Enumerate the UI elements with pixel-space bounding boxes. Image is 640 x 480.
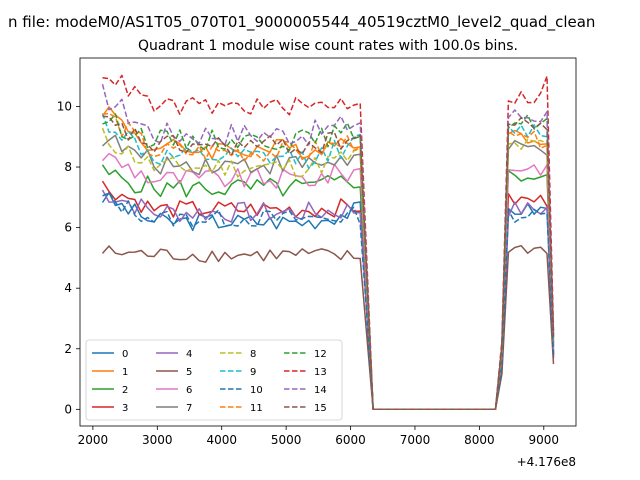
x-tick-label: 9000 [529,433,560,447]
x-tick-label: 6000 [335,433,366,447]
legend-label-9: 9 [250,367,256,378]
chart-title: Quadrant 1 module wise count rates with … [138,38,518,54]
x-tick-label: 5000 [271,433,302,447]
legend-label-13: 13 [314,367,327,378]
legend-label-15: 15 [314,403,327,414]
legend-label-6: 6 [186,385,192,396]
legend-label-2: 2 [122,385,128,396]
legend-frame [85,339,343,421]
series-line-15 [102,115,555,411]
legend-label-4: 4 [186,349,192,360]
y-tick-label: 6 [64,221,72,235]
figure-suptitle: n file: modeM0/AS1T05_070T01_9000005544_… [8,13,595,32]
series-line-8 [101,127,555,411]
legend-label-12: 12 [314,349,327,360]
y-tick-label: 2 [64,342,72,356]
legend-label-0: 0 [122,349,128,360]
legend-label-8: 8 [250,349,256,360]
legend-label-10: 10 [250,385,263,396]
x-tick-label: 3000 [142,433,173,447]
legend-label-7: 7 [186,403,192,414]
x-tick-label: 2000 [78,433,109,447]
legend-label-1: 1 [122,367,128,378]
x-tick-label: 7000 [400,433,431,447]
y-tick-label: 0 [64,402,72,416]
legend-label-14: 14 [314,385,327,396]
legend-label-5: 5 [186,367,192,378]
y-tick-label: 8 [64,160,72,174]
legend-label-11: 11 [250,403,263,414]
x-tick-label: 8000 [464,433,495,447]
series-lines [101,74,555,411]
y-tick-label: 4 [64,281,72,295]
plot-border [79,57,577,427]
x-tick-label: 4000 [206,433,237,447]
legend-label-3: 3 [122,403,128,414]
x-offset-label: +4.176e8 [517,455,576,469]
y-tick-label: 10 [57,99,72,113]
